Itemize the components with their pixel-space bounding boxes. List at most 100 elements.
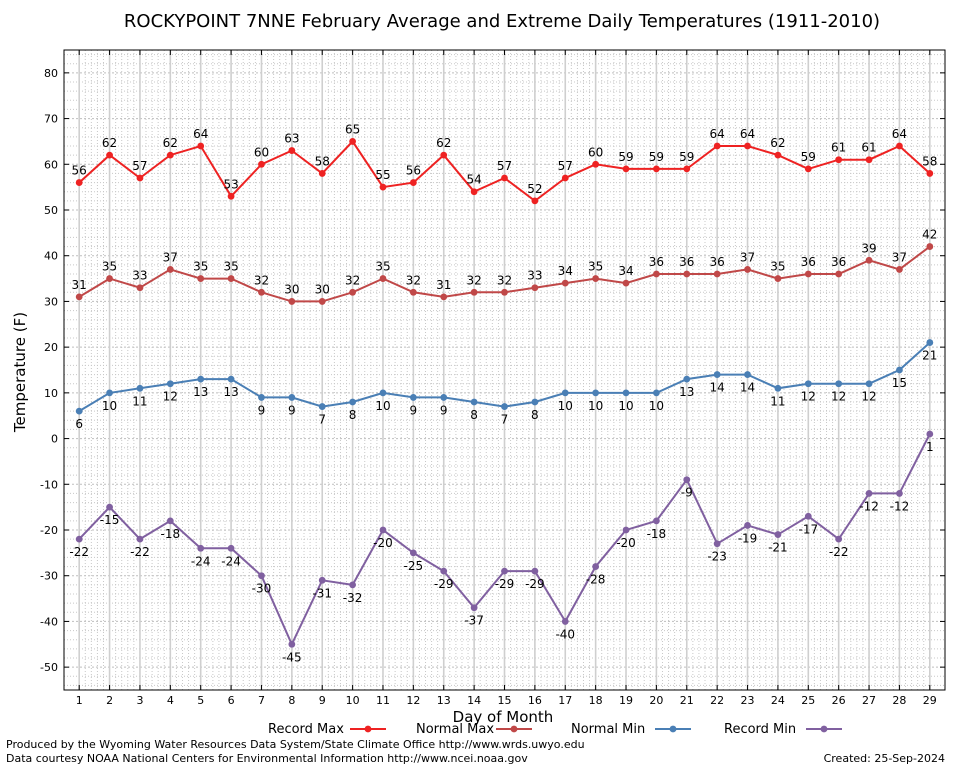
x-tick-label: 15 [498, 694, 512, 707]
y-tick-label: 30 [44, 295, 58, 308]
normal-max-point [592, 275, 600, 282]
normal-max-point [622, 279, 630, 287]
normal-min-point [592, 389, 600, 397]
normal-max-data-label: 35 [102, 260, 117, 274]
x-tick-label: 29 [923, 694, 937, 707]
normal-max-point [713, 270, 721, 278]
record-min-data-label: 1 [926, 440, 934, 454]
footer-credit-line-2: Data courtesy NOAA National Centers for … [6, 752, 528, 765]
record-max-data-label: 53 [223, 177, 238, 191]
normal-max-data-label: 42 [922, 228, 937, 242]
normal-min-point [804, 380, 812, 388]
normal-max-data-label: 32 [406, 273, 421, 287]
normal-min-data-label: 9 [410, 403, 418, 417]
record-min-data-label: -23 [707, 550, 727, 564]
normal-max-data-label: 34 [558, 264, 573, 278]
record-min-point [501, 567, 508, 575]
record-min-point [197, 544, 205, 552]
y-tick-label: 0 [51, 433, 58, 446]
normal-min-data-label: 9 [258, 403, 266, 417]
record-min-data-label: -31 [312, 586, 332, 600]
record-max-point [197, 142, 205, 150]
normal-min-data-label: 12 [801, 390, 816, 404]
normal-max-data-label: 31 [72, 278, 87, 292]
normal-min-data-label: 13 [193, 385, 208, 399]
footer-credit-line-1: Produced by the Wyoming Water Resources … [6, 738, 585, 751]
x-tick-label: 7 [258, 694, 265, 707]
record-max-data-label: 62 [770, 136, 785, 150]
y-tick-label: -40 [40, 615, 58, 628]
y-tick-label: -10 [40, 478, 58, 491]
x-tick-label: 18 [589, 694, 603, 707]
record-max-point [258, 160, 265, 168]
record-max-data-label: 58 [315, 154, 330, 168]
record-min-data-label: -32 [343, 591, 363, 605]
normal-min-point [349, 398, 357, 406]
normal-min-point [501, 403, 508, 410]
record-min-data-label: -17 [798, 522, 818, 536]
record-min-data-label: -9 [681, 486, 693, 500]
normal-max-point [227, 275, 235, 282]
record-max-point [774, 151, 782, 159]
record-max-point [865, 156, 873, 164]
record-min-point [926, 430, 934, 438]
x-tick-label: 5 [197, 694, 204, 707]
normal-min-data-label: 7 [501, 413, 509, 427]
record-max-data-label: 65 [345, 122, 360, 136]
record-min-point [258, 572, 265, 580]
normal-min-data-label: 10 [102, 399, 117, 413]
record-min-data-label: -29 [434, 577, 454, 591]
record-max-point [470, 188, 478, 196]
normal-min-data-label: 7 [318, 413, 326, 427]
normal-max-point [349, 288, 357, 296]
record-min-point [835, 535, 843, 543]
record-max-point [75, 179, 83, 186]
record-max-point [166, 151, 174, 159]
record-min-data-label: -22 [69, 545, 89, 559]
normal-min-data-label: 9 [440, 403, 448, 417]
record-min-point [713, 540, 721, 548]
record-min-point [106, 503, 113, 511]
record-max-point [744, 142, 751, 150]
record-min-point [865, 490, 873, 497]
normal-max-data-label: 35 [375, 260, 390, 274]
record-max-point [561, 174, 569, 182]
y-tick-label: 60 [44, 158, 58, 171]
normal-min-data-label: 15 [892, 376, 907, 390]
normal-min-point [926, 339, 934, 346]
normal-min-data-label: 14 [710, 381, 725, 395]
normal-min-point [531, 398, 539, 406]
normal-max-point [501, 288, 508, 296]
record-min-data-label: -29 [495, 577, 515, 591]
x-tick-label: 21 [680, 694, 694, 707]
normal-max-point [804, 270, 812, 278]
normal-min-data-label: 10 [649, 399, 664, 413]
normal-min-data-label: 11 [132, 394, 147, 408]
record-min-data-label: -24 [191, 554, 211, 568]
x-tick-label: 22 [710, 694, 724, 707]
x-tick-label: 1 [76, 694, 83, 707]
y-tick-label: -50 [40, 661, 58, 674]
record-min-data-label: -45 [282, 650, 302, 664]
record-max-point [501, 174, 508, 182]
normal-min-point [409, 394, 417, 401]
record-min-point [440, 567, 448, 575]
x-tick-label: 14 [467, 694, 481, 707]
record-max-data-label: 60 [254, 145, 269, 159]
normal-min-data-label: 8 [531, 408, 539, 422]
record-max-data-label: 62 [163, 136, 178, 150]
normal-max-data-label: 36 [801, 255, 816, 269]
x-tick-label: 8 [288, 694, 295, 707]
normal-max-point [835, 270, 843, 278]
normal-max-point [652, 270, 660, 278]
record-max-data-label: 61 [861, 141, 876, 155]
normal-min-data-label: 10 [618, 399, 633, 413]
record-max-point [713, 142, 721, 150]
normal-max-point [470, 288, 478, 296]
legend-marker-record-min [820, 725, 828, 733]
x-tick-label: 16 [528, 694, 542, 707]
normal-min-data-label: 10 [375, 399, 390, 413]
normal-max-point [75, 293, 83, 301]
normal-max-data-label: 35 [770, 260, 785, 274]
y-tick-label: 20 [44, 341, 58, 354]
